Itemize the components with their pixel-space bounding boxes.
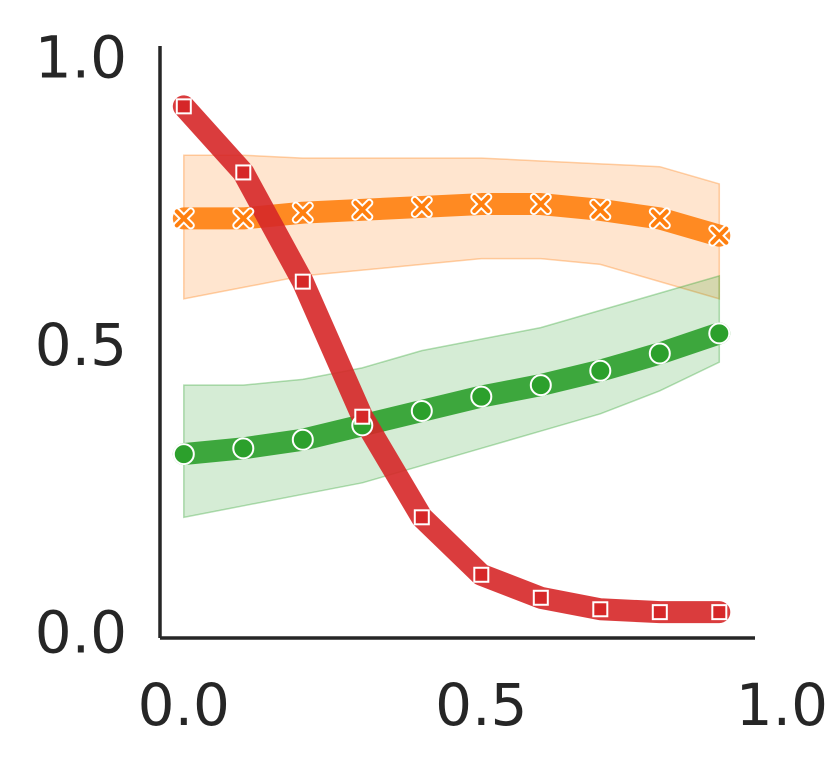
marker-series-3-point-1	[175, 98, 192, 115]
x-tick-label-3: 1.0	[736, 671, 828, 739]
x-tick-label-2: 0.5	[435, 671, 527, 739]
y-tick-label-3: 1.0	[35, 23, 127, 91]
marker-series-1-point-2	[232, 207, 255, 230]
marker-series-1-point-6	[470, 193, 493, 216]
marker-series-2-point-1	[172, 443, 195, 466]
line-series-3	[172, 95, 731, 624]
marker-series-3-point-7	[532, 589, 549, 606]
marker-series-1-point-5	[410, 195, 433, 218]
marker-series-2-point-3	[291, 428, 314, 451]
series-lines	[172, 95, 731, 624]
marker-series-1-point-10	[708, 224, 731, 247]
marker-series-2-point-10	[708, 322, 731, 345]
marker-series-1-point-8	[589, 198, 612, 221]
marker-series-1-point-3	[291, 201, 314, 224]
marker-series-1-point-4	[351, 198, 374, 221]
marker-series-2-point-5	[410, 399, 433, 422]
axes	[158, 46, 755, 640]
marker-series-2-point-2	[232, 437, 255, 460]
marker-series-3-point-10	[711, 604, 728, 621]
marker-series-3-point-4	[354, 408, 371, 425]
marker-series-2-point-8	[589, 359, 612, 382]
marker-series-3-point-9	[651, 604, 668, 621]
marker-series-3-point-5	[413, 509, 430, 526]
marker-series-2-point-9	[648, 342, 671, 365]
y-tick-label-1: 0.0	[35, 598, 127, 666]
marker-series-2-point-7	[529, 374, 552, 397]
marker-series-3-point-8	[592, 601, 609, 618]
marker-series-1-point-7	[529, 193, 552, 216]
marker-series-3-point-3	[294, 273, 311, 290]
marker-series-3-point-2	[235, 164, 252, 181]
y-tick-labels: 0.0 0.5 1.0	[35, 23, 127, 666]
x-tick-label-1: 0.0	[138, 671, 230, 739]
line-series-2	[172, 322, 731, 466]
band-series-1	[183, 154, 721, 300]
y-tick-label-2: 0.5	[35, 311, 127, 379]
series-markers	[172, 98, 731, 621]
marker-series-1-point-9	[648, 207, 671, 230]
marker-series-2-point-6	[470, 385, 493, 408]
marker-series-1-point-1	[172, 207, 195, 230]
x-tick-labels: 0.0 0.5 1.0	[138, 671, 828, 739]
marker-series-3-point-6	[473, 566, 490, 583]
